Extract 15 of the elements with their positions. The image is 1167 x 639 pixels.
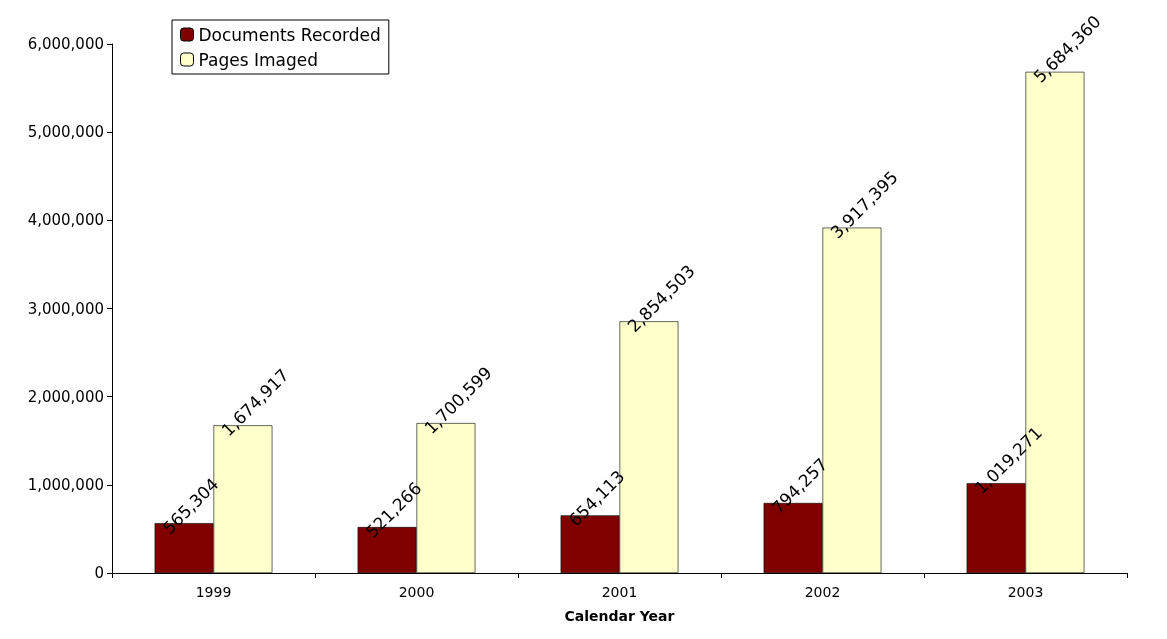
x-axis-title: Calendar Year — [564, 608, 675, 624]
x-tick-label: 2003 — [1007, 584, 1044, 600]
x-tick-label: 2000 — [398, 584, 435, 600]
legend-label: Documents Recorded — [198, 24, 381, 45]
x-tick-label: 1999 — [195, 584, 232, 600]
y-tick-label: 4,000,000 — [27, 211, 104, 230]
x-tick-label: 2002 — [804, 584, 841, 600]
y-tick-label: 2,000,000 — [27, 387, 104, 406]
y-tick-label: 3,000,000 — [27, 299, 104, 318]
legend-label: Pages Imaged — [198, 49, 318, 70]
y-tick-label: 6,000,000 — [27, 35, 104, 53]
y-tick-label: 0 — [94, 564, 104, 582]
y-tick-label: 1,000,000 — [27, 475, 104, 494]
x-tick-label: 2001 — [601, 584, 638, 600]
y-tick-label: 5,000,000 — [27, 123, 104, 142]
